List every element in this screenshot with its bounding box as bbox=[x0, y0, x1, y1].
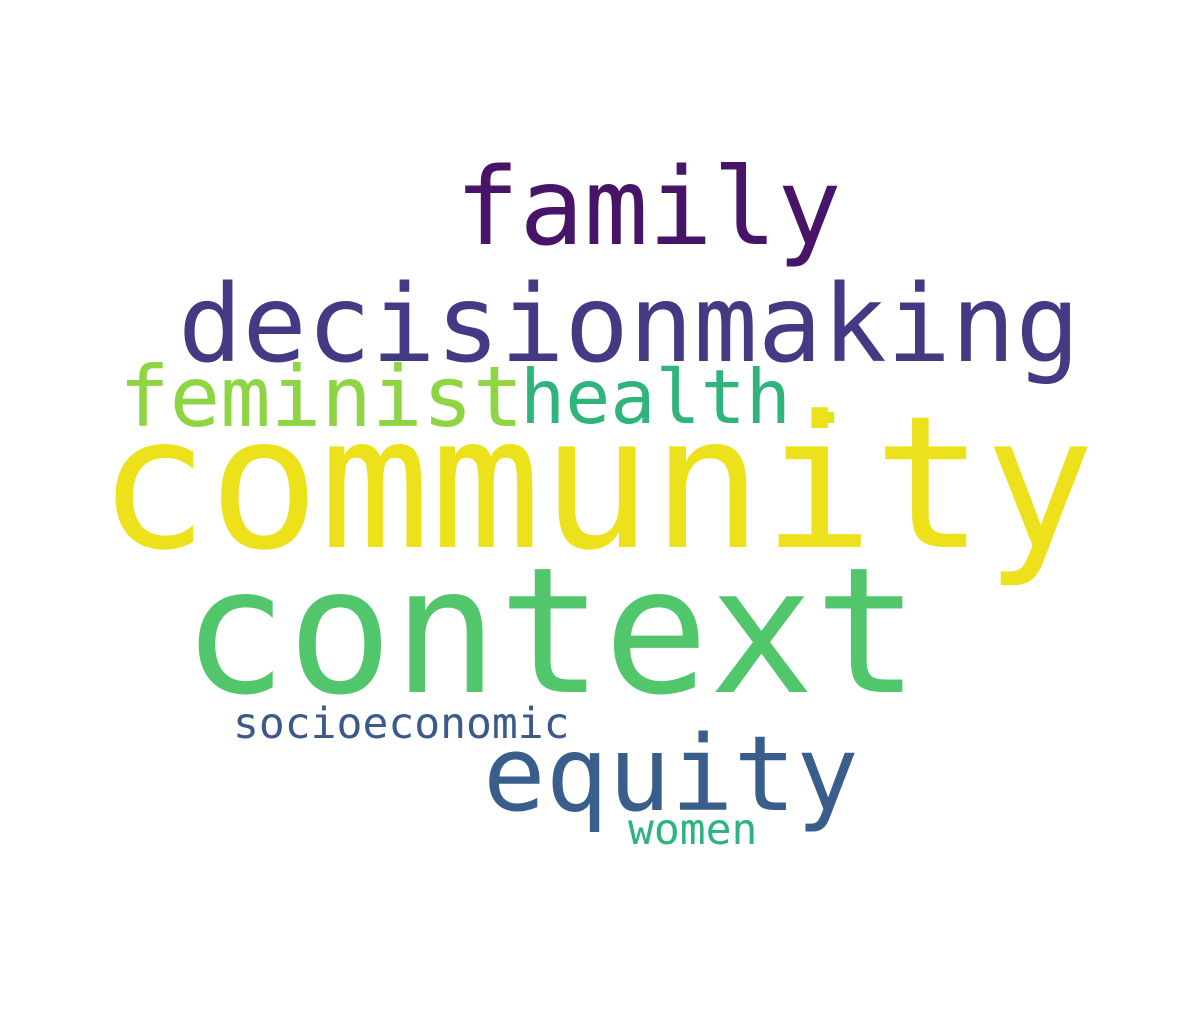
word-socioeconomic: socioeconomic bbox=[233, 699, 570, 749]
word-decisionmaking: decisionmaking bbox=[178, 263, 1080, 387]
word-family: family bbox=[455, 146, 842, 270]
word-feminist: feminist bbox=[119, 348, 524, 446]
word-equity: equity bbox=[483, 713, 859, 835]
word-context: context bbox=[182, 531, 920, 734]
word-period: . bbox=[807, 353, 853, 441]
word-health: health bbox=[520, 353, 791, 441]
word-community: community bbox=[98, 377, 1095, 591]
word-women: women bbox=[628, 805, 758, 855]
